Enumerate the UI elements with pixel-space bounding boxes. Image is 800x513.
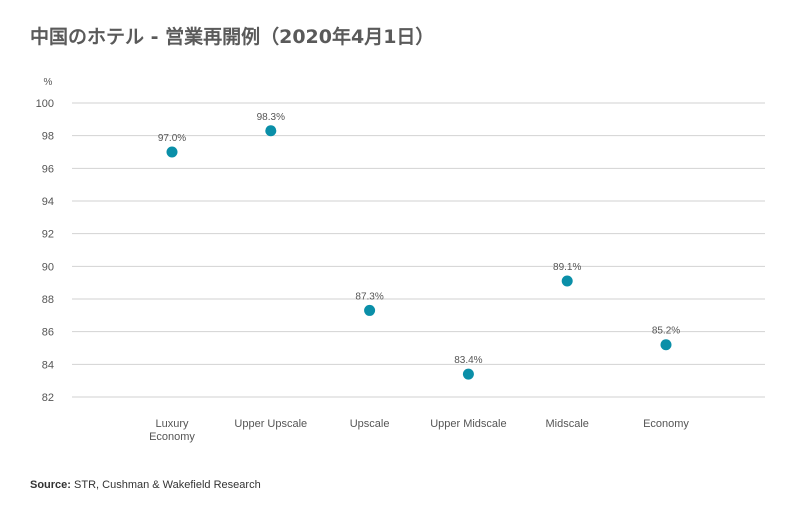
y-tick-label: 86 (42, 327, 54, 339)
x-tick-label: Upscale (350, 418, 390, 430)
data-point (166, 146, 178, 158)
y-tick-label: 88 (42, 294, 54, 306)
data-label: 87.3% (355, 291, 383, 302)
x-tick-label: Economy (149, 431, 195, 443)
x-tick-label: Upper Upscale (234, 418, 307, 430)
y-tick-label: 94 (42, 196, 54, 208)
x-tick-label: Midscale (545, 418, 588, 430)
y-tick-label: 92 (42, 229, 54, 241)
y-axis-label: % (44, 77, 53, 88)
y-tick-label: 100 (36, 98, 54, 110)
data-label: 97.0% (158, 133, 186, 144)
x-tick-label: Upper Midscale (430, 418, 506, 430)
y-tick-label: 96 (42, 163, 54, 175)
data-point (364, 304, 376, 316)
data-point (462, 368, 474, 380)
data-label: 85.2% (652, 326, 680, 337)
source-label: Source: (30, 479, 71, 491)
y-tick-label: 84 (42, 359, 54, 371)
data-point (265, 125, 277, 137)
source-note: Source: STR, Cushman & Wakefield Researc… (30, 479, 261, 491)
x-tick-label: Economy (643, 418, 689, 430)
data-label: 89.1% (553, 262, 581, 273)
data-label: 83.4% (454, 355, 482, 366)
data-label: 98.3% (257, 112, 285, 123)
data-point (660, 339, 672, 351)
source-text: STR, Cushman & Wakefield Research (70, 479, 261, 491)
data-point (561, 275, 573, 287)
y-tick-label: 90 (42, 261, 54, 273)
y-tick-label: 82 (42, 392, 54, 404)
y-tick-label: 98 (42, 131, 54, 143)
chart-title: 中国のホテル - 営業再開例（2020年4月1日） (30, 26, 435, 48)
x-tick-label: Luxury (155, 418, 189, 430)
